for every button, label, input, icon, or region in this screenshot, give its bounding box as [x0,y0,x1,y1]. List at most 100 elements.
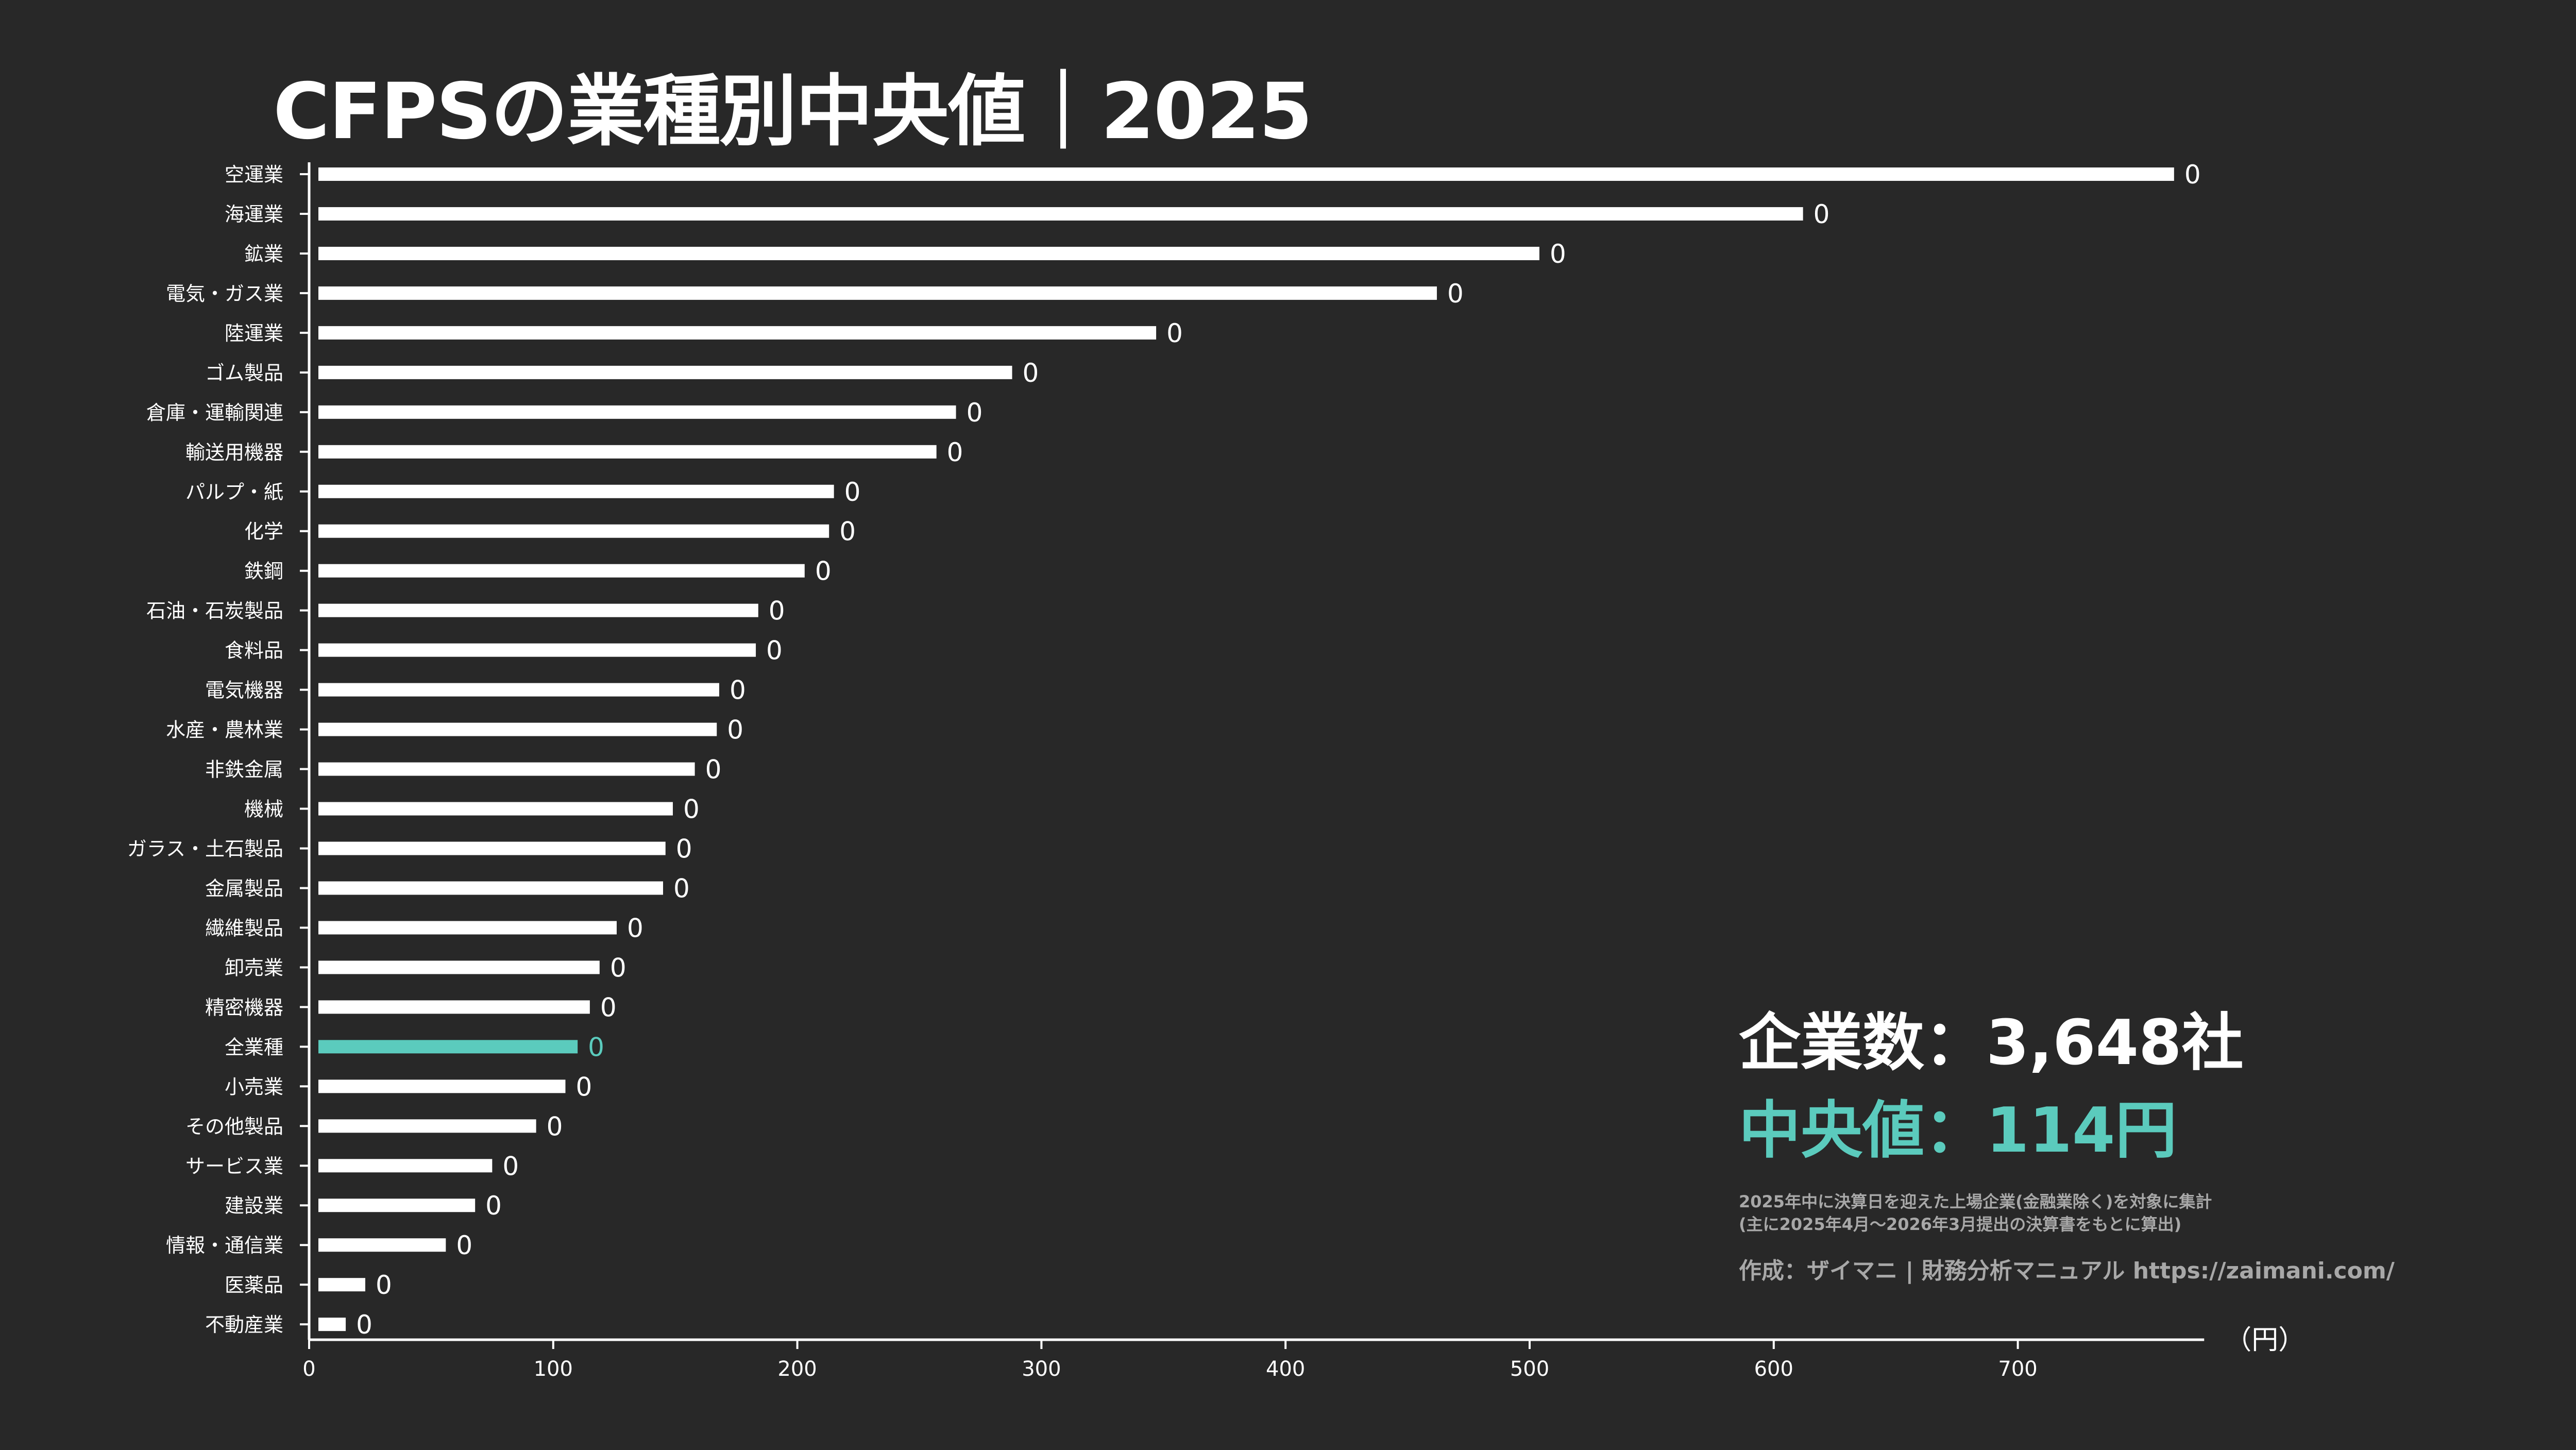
data-label: 0 [575,1072,592,1102]
bar [318,1119,536,1133]
data-label: 0 [627,913,643,943]
data-label: 0 [610,953,626,983]
bar [318,802,673,816]
bar [318,1199,476,1212]
category-label: 金属製品 [205,877,283,900]
data-label: 0 [1550,239,1566,269]
bar [318,246,1539,260]
data-label: 0 [766,636,783,666]
category-label: 石油・石炭製品 [146,600,283,622]
bar [318,286,1437,300]
category-label: 空運業 [225,163,283,186]
bar [318,1080,566,1093]
bar [318,1278,365,1292]
data-label: 0 [376,1270,392,1300]
bar [318,207,1803,221]
category-label: 倉庫・運輸関連 [146,401,283,424]
bar [318,1318,346,1331]
category-label: 電気・ガス業 [166,282,283,305]
bar [318,921,617,935]
summary-panel: 企業数：3,648社 中央値：114円 2025年中に決算日を迎えた上場企業(金… [1739,1000,2395,1285]
bar [318,1159,493,1173]
data-label: 0 [967,398,983,428]
bar [318,603,758,617]
bar [318,365,1012,379]
category-label: サービス業 [185,1155,283,1177]
category-label: 鉄鋼 [244,560,283,583]
data-label: 0 [600,992,617,1022]
x-tick-label: 500 [1510,1357,1549,1381]
x-tick-label: 100 [534,1357,573,1381]
category-label: 化学 [244,520,283,543]
data-label: 0 [1814,199,1830,229]
data-label: 0 [683,795,700,824]
category-label: 水産・農林業 [166,719,283,741]
bar [318,405,956,419]
category-label: 建設業 [225,1194,283,1217]
data-label: 0 [1447,279,1464,309]
data-label: 0 [769,596,785,626]
data-label: 0 [730,676,746,705]
data-label: 0 [456,1230,472,1260]
x-tick-label: 400 [1266,1357,1305,1381]
x-tick-label: 700 [1998,1357,2037,1381]
category-label: 卸売業 [225,956,283,979]
data-label: 0 [2184,160,2201,190]
category-label: 陸運業 [225,322,283,345]
category-label: 鉱業 [244,243,283,265]
data-label: 0 [588,1032,604,1062]
data-label: 0 [947,437,963,467]
data-label: 0 [815,557,832,586]
category-label: 食料品 [225,639,283,662]
data-label: 0 [547,1111,563,1141]
data-label: 0 [502,1151,519,1181]
data-label: 0 [356,1310,372,1340]
data-label: 0 [676,834,692,864]
category-label: その他製品 [185,1115,283,1138]
chart-title: CFPSの業種別中央値｜2025 [273,67,1313,157]
bar [318,643,756,657]
bar [318,1000,590,1014]
bar [318,841,666,855]
data-label: 0 [485,1191,502,1221]
x-unit-label: （円） [2225,1325,2305,1356]
company-count: 企業数：3,648社 [1739,1007,2244,1079]
data-label: 0 [1023,358,1039,388]
category-label: パルプ・紙 [185,481,283,503]
category-label: 全業種 [225,1036,283,1058]
bar [318,326,1157,340]
category-label: 医薬品 [225,1274,283,1296]
note-line-2: (主に2025年4月〜2026年3月提出の決算書をもとに算出) [1739,1215,2182,1234]
bar [318,881,664,895]
category-label: 不動産業 [205,1313,283,1336]
x-tick-label: 300 [1022,1357,1061,1381]
category-label: 非鉄金属 [205,758,283,781]
x-tick-label: 0 [302,1357,315,1381]
bar [318,564,805,578]
bar [318,524,829,538]
bar-highlight [318,1040,578,1054]
data-label: 0 [727,715,743,745]
credit-text: 作成：ザイマニ | 財務分析マニュアル https://zaimani.com/ [1739,1258,2395,1284]
category-label: ゴム製品 [205,362,283,384]
bar [318,722,717,736]
bar [318,484,834,498]
category-label: 海運業 [225,203,283,226]
bar [318,683,719,697]
data-label: 0 [673,873,690,903]
note-line-1: 2025年中に決算日を迎えた上場企業(金融業除く)を対象に集計 [1739,1192,2212,1211]
category-label: 電気機器 [205,679,283,702]
bar [318,167,2174,181]
bar [318,762,695,776]
bar [318,960,600,974]
category-label: 繊維製品 [205,917,283,939]
category-label: 情報・通信業 [166,1234,283,1257]
bar [318,445,937,459]
category-label: 輸送用機器 [185,441,283,464]
x-tick-label: 200 [777,1357,817,1381]
bar [318,1238,446,1252]
category-label: 機械 [244,798,283,821]
x-tick-label: 600 [1754,1357,1793,1381]
